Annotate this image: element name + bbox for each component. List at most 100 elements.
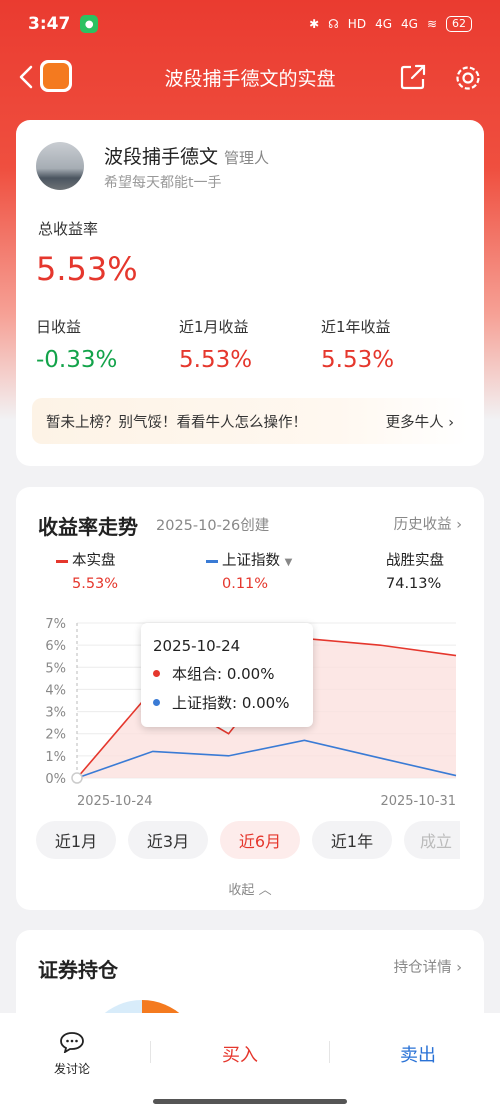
stat-label: 近1月收益 [179, 318, 249, 336]
legend-line-icon [56, 559, 68, 563]
chevron-right-icon: › [456, 517, 462, 533]
collapse-label: 收起 [228, 883, 255, 898]
banner-text: 暂未上榜？别气馁！看看牛人怎么操作！ [46, 414, 307, 431]
tooltip-dot [153, 699, 160, 706]
logo-mark [43, 63, 69, 89]
legend-value: 5.53% [72, 576, 119, 592]
nav-bar: 波段捕手德文的实盘 [0, 52, 500, 102]
ranking-banner[interactable]: 暂未上榜？别气馁！看看牛人怎么操作！ 更多牛人 › [32, 398, 468, 444]
period-selector: 近1月 近3月 近6月 近1年 成立 [36, 821, 460, 859]
bottom-action-bar: 发讨论 买入 卖出 [0, 1013, 500, 1111]
legend-portfolio-name-row: 本实盘 [56, 549, 118, 570]
sell-button[interactable]: 卖出 [400, 1045, 436, 1066]
legend-value: 74.13% [386, 576, 442, 592]
user-name: 波段捕手德文 [104, 146, 219, 168]
stat-value: -0.33% [36, 347, 118, 373]
home-indicator [153, 1099, 347, 1104]
history-returns-label: 历史收益 [393, 517, 452, 533]
holdings-title: 证券持仓 [38, 958, 118, 982]
total-return-label: 总收益率 [38, 220, 99, 238]
stat-value: 5.53% [179, 347, 253, 373]
more-experts-link[interactable]: 更多牛人 › [386, 411, 454, 432]
x-tick-label: 2025-10-24 [77, 794, 153, 809]
tooltip-row-index: 上证指数: 0.00% [153, 692, 301, 713]
gear-icon[interactable] [452, 62, 484, 94]
discuss-button[interactable]: 发讨论 [44, 1031, 100, 1077]
y-tick-label: 7% [45, 617, 66, 632]
tooltip-label: 上证指数: 0.00% [172, 694, 290, 712]
page-title: 波段捕手德文的实盘 [164, 68, 336, 90]
comment-icon [60, 1032, 84, 1054]
wechat-icon: ● [80, 15, 99, 33]
legend-value: 0.11% [222, 576, 269, 592]
stat-value: 5.53% [321, 347, 395, 373]
chart-tooltip: 2025-10-24 本组合: 0.00% 上证指数: 0.00% [141, 623, 313, 727]
y-tick-label: 1% [45, 750, 66, 765]
total-return-value: 5.53% [36, 250, 138, 288]
holdings-detail-link[interactable]: 持仓详情 › [394, 956, 462, 977]
legend-name: 本实盘 [72, 553, 116, 569]
divider [329, 1041, 330, 1063]
legend-index-name-row: 上证指数 ▼ [206, 549, 292, 570]
holdings-detail-label: 持仓详情 [393, 960, 452, 976]
back-icon[interactable] [14, 62, 38, 92]
hover-point [71, 772, 83, 784]
y-tick-label: 3% [45, 706, 66, 721]
period-button[interactable]: 成立 [404, 821, 460, 859]
trend-created-date: 2025-10-26创建 [156, 518, 270, 534]
history-returns-link[interactable]: 历史收益 › [394, 513, 462, 534]
signal-icon-2: 4G [401, 17, 418, 31]
stat-month: 近1月收益 5.53% [179, 316, 252, 373]
stat-label: 日收益 [36, 318, 82, 336]
status-time: 3:47 [28, 14, 71, 34]
stat-label: 近1年收益 [321, 318, 391, 336]
chevron-right-icon: › [448, 414, 454, 431]
app-logo [40, 60, 72, 92]
more-experts-label: 更多牛人 [385, 414, 444, 431]
status-bar: 3:47 ● ✱ ☊ HD 4G 4G ≋ 62 [0, 0, 500, 48]
signal-icon: 4G [375, 17, 392, 31]
chevron-right-icon: › [456, 960, 462, 976]
y-tick-label: 5% [45, 661, 66, 676]
avatar[interactable] [36, 142, 84, 190]
status-icons: ✱ ☊ HD 4G 4G ≋ 62 [309, 16, 472, 32]
battery-icon: 62 [446, 16, 472, 32]
legend-name: 上证指数 [222, 553, 280, 569]
legend-index[interactable]: 上证指数 ▼ 0.11% [206, 549, 292, 592]
legend-portfolio[interactable]: 本实盘 5.53% [56, 549, 118, 592]
hd-badge: HD [347, 17, 367, 31]
tooltip-date: 2025-10-24 [153, 637, 241, 655]
period-button[interactable]: 近6月 [220, 821, 300, 859]
caret-down-icon[interactable]: ▼ [284, 557, 293, 568]
period-button[interactable]: 近3月 [128, 821, 208, 859]
user-motto: 希望每天都能t一手 [104, 175, 222, 191]
x-tick-label: 2025-10-31 [380, 794, 456, 809]
legend-line-icon [206, 559, 218, 563]
stat-daily: 日收益 -0.33% [36, 316, 117, 373]
tooltip-label: 本组合: 0.00% [172, 665, 275, 683]
discuss-label: 发讨论 [53, 1062, 90, 1076]
y-tick-label: 4% [45, 683, 66, 698]
headphone-icon: ☊ [328, 17, 339, 31]
tooltip-dot [153, 670, 160, 677]
y-tick-label: 2% [45, 728, 66, 743]
buy-button[interactable]: 买入 [222, 1045, 258, 1066]
legend-beat: 战胜实盘 74.13% [386, 549, 444, 592]
y-tick-label: 0% [45, 772, 66, 787]
series-line-index [76, 739, 457, 779]
share-icon[interactable] [398, 62, 428, 92]
user-name-row: 波段捕手德文 管理人 [104, 142, 269, 169]
bluetooth-icon: ✱ [309, 17, 320, 31]
legend-name: 战胜实盘 [386, 553, 444, 569]
trend-title: 收益率走势 [38, 515, 138, 539]
period-button[interactable]: 近1年 [312, 821, 392, 859]
profile-card: 波段捕手德文 管理人 希望每天都能t一手 总收益率 5.53% 日收益 -0.33… [16, 120, 484, 466]
period-button[interactable]: 近1月 [36, 821, 116, 859]
collapse-toggle[interactable]: 收起 ︿ [16, 879, 484, 898]
y-tick-label: 6% [45, 639, 66, 654]
chevron-up-icon: ︿ [258, 883, 272, 898]
user-role: 管理人 [224, 149, 270, 167]
tooltip-row-portfolio: 本组合: 0.00% [153, 663, 301, 684]
divider [150, 1041, 151, 1063]
stat-year: 近1年收益 5.53% [321, 316, 394, 373]
